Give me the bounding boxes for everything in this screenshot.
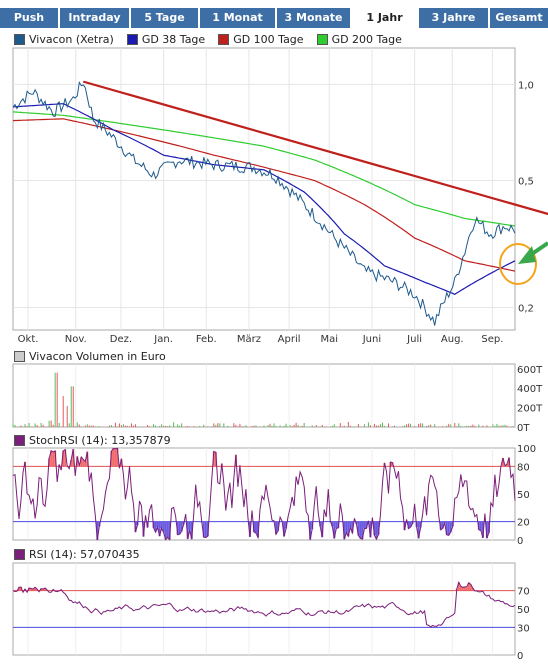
legend-item-1: GD 38 Tage [126, 32, 206, 46]
volume-y-tick: 200T [517, 404, 543, 415]
x-tick-label: Mai [320, 334, 338, 345]
stochrsi-title: StochRSI (14): 13,357879 [29, 433, 171, 447]
tab-3-monate[interactable]: 3 Monate [277, 8, 350, 28]
legend-label: GD 100 Tage [233, 32, 304, 46]
y-tick-label: 0,5 [518, 176, 534, 187]
tab-1-jahr[interactable]: 1 Jahr [352, 8, 417, 28]
x-tick-label: Dez. [110, 334, 132, 345]
price-panel-frame [12, 47, 516, 331]
gd200-line [12, 111, 516, 227]
stochrsi-y-tick: 0 [517, 536, 523, 547]
rsi-legend: RSI (14): 57,070435 [14, 547, 153, 561]
x-tick-label: Juni [362, 334, 381, 345]
legend-item-0: Vivacon (Xetra) [14, 33, 114, 46]
rsi-title: RSI (14): 57,070435 [29, 547, 140, 561]
stochrsi-panel-frame [12, 447, 516, 541]
legend-label: GD 38 Tage [141, 32, 206, 46]
legend-label: GD 200 Tage [331, 32, 402, 46]
volume-y-tick: 0T [517, 423, 530, 434]
stochrsi-y-tick: 80 [517, 462, 530, 473]
rsi-y-tick: 30 [517, 623, 530, 634]
tab-5-tage[interactable]: 5 Tage [131, 8, 198, 28]
stochrsi-y-tick: 100 [517, 444, 536, 455]
tab-intraday[interactable]: Intraday [60, 8, 129, 28]
x-tick-label: Nov. [65, 334, 87, 345]
legend-item-3: GD 200 Tage [316, 32, 402, 46]
legend-label: Vivacon (Xetra) [29, 32, 114, 46]
x-tick-label: Feb. [196, 334, 217, 345]
legend-swatch [316, 33, 328, 45]
x-tick-label: Sep. [481, 334, 503, 345]
rsi-y-tick: 50 [517, 605, 530, 616]
rsi-legend-swatch [14, 548, 25, 560]
x-tick-label: Juli [406, 334, 422, 345]
x-tick-label: April [278, 334, 301, 345]
volume-y-tick: 600T [517, 365, 543, 376]
volume-panel-frame [12, 363, 516, 428]
highlight-circle [499, 243, 537, 285]
rsi-panel-frame [12, 562, 516, 656]
trend-line [82, 80, 548, 216]
stochrsi-y-tick: 20 [517, 518, 530, 529]
tab-3-jahre[interactable]: 3 Jahre [419, 8, 488, 28]
stochrsi-line [12, 447, 516, 541]
stochrsi-legend-swatch [14, 434, 25, 446]
legend-swatch [218, 33, 230, 45]
stochrsi-legend: StochRSI (14): 13,357879 [14, 433, 184, 447]
x-tick-label: Aug. [441, 334, 464, 345]
x-tick-label: März [237, 334, 261, 345]
gd38-line [12, 103, 516, 295]
volume-legend-swatch [14, 350, 25, 362]
annotation-arrow-head [518, 246, 536, 264]
legend-swatch [14, 33, 25, 45]
legend-item-2: GD 100 Tage [218, 32, 304, 46]
y-tick-label: 1,0 [518, 80, 534, 91]
volume-y-tick: 400T [517, 384, 543, 395]
tab-1-monat[interactable]: 1 Monat [200, 8, 275, 28]
rsi-y-tick: 70 [517, 587, 530, 598]
x-tick-label: Jan. [153, 334, 173, 345]
volume-title: Vivacon Volumen in Euro [29, 349, 166, 363]
timeframe-tabs: Push Intraday 5 Tage 1 Monat 3 Monate 1 Jahr 3… [0, 0, 548, 28]
price-legend: Vivacon (Xetra) GD 38 Tage GD 100 Tage GD 2… [14, 32, 415, 46]
volume-legend: Vivacon Volumen in Euro [14, 349, 179, 363]
gd100-line [12, 118, 516, 272]
rsi-y-tick: 0 [517, 651, 523, 662]
price-line [12, 80, 516, 326]
stochrsi-y-tick: 50 [517, 490, 530, 501]
rsi-line [12, 580, 516, 628]
tab-push[interactable]: Push [0, 8, 58, 28]
x-tick-label: Okt. [18, 334, 39, 345]
legend-swatch [126, 33, 138, 45]
y-tick-label: 0,2 [518, 303, 534, 314]
tab-gesamt[interactable]: Gesamt [490, 8, 548, 28]
